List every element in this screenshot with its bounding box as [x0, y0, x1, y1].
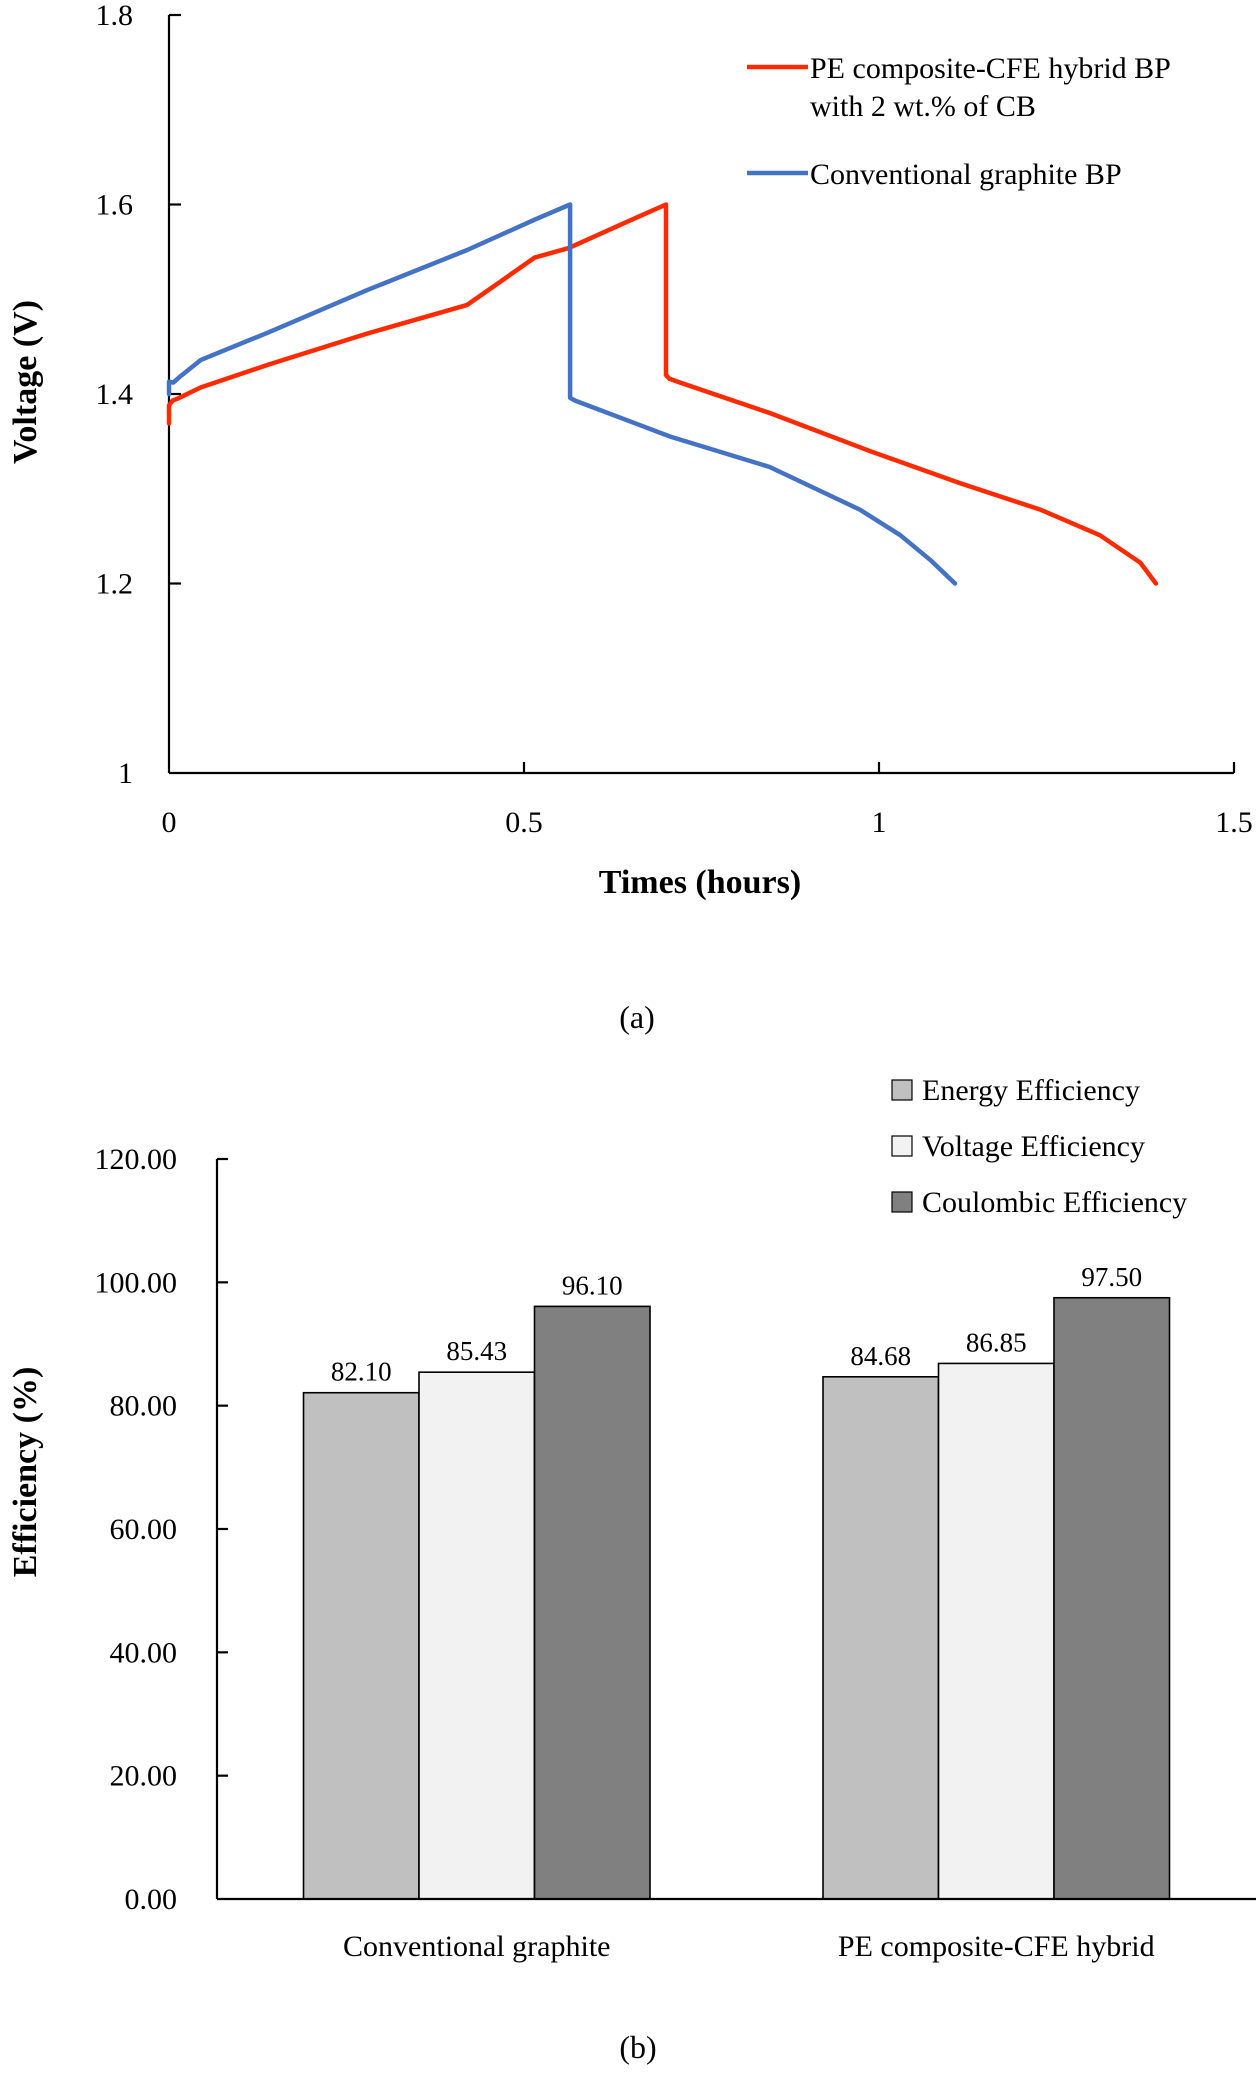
y-tick-label: 80.00 — [110, 1390, 178, 1423]
y-tick-label: 1.2 — [96, 568, 134, 601]
bar-voltage-graphite — [418, 1371, 536, 1900]
legend-swatch-energy — [891, 1079, 913, 1101]
legend-item-energy: Energy Efficiency — [891, 1074, 1140, 1107]
category-label: PE composite-CFE hybrid — [838, 1930, 1155, 1963]
y-tick-label: 60.00 — [110, 1513, 178, 1546]
y-tick-label: 1.6 — [96, 189, 134, 222]
bar-energy-graphite — [302, 1391, 420, 1900]
series-group — [166, 202, 1159, 586]
legend-swatch-coulombic — [891, 1191, 913, 1213]
x-axis-title: Times (hours) — [599, 864, 801, 901]
x-axis-ticks: 0 0.5 1 1.5 — [162, 762, 1253, 839]
voltage-chart: 1 1.2 1.4 1.6 1.8 0 0.5 1 1.5 Voltage (V) Times… — [7, 0, 1253, 1035]
x-tick-label: 1 — [872, 806, 887, 839]
y-axis-ticks: 1 1.2 1.4 1.6 1.8 — [96, 0, 181, 790]
bar-value-labels: 82.10 85.43 96.10 84.68 86.85 97.50 — [331, 1262, 1142, 1387]
bar-coulombic-graphite — [533, 1305, 651, 1900]
series-line-hybrid — [166, 202, 1159, 586]
y-axis-title: Efficiency (%) — [7, 1367, 44, 1578]
legend-item-graphite: Conventional graphite BP — [747, 158, 1122, 191]
y-tick-label: 1 — [118, 757, 133, 790]
efficiency-chart: 0.00 20.00 40.00 60.00 80.00 100.00 120.00 82.… — [7, 1074, 1256, 2065]
y-axis-title: Voltage (V) — [7, 300, 44, 464]
x-tick-label: 0.5 — [505, 806, 543, 839]
y-tick-label: 40.00 — [110, 1636, 178, 1669]
bars-group — [302, 1296, 1171, 1900]
legend: Energy Efficiency Voltage Efficiency Coulo… — [891, 1074, 1187, 1219]
bar-coulombic-hybrid — [1053, 1296, 1171, 1900]
category-label: Conventional graphite — [343, 1930, 610, 1963]
y-tick-label: 0.00 — [125, 1883, 178, 1916]
bar-value-label: 84.68 — [850, 1341, 911, 1371]
category-labels: Conventional graphite PE composite-CFE hy… — [343, 1930, 1155, 1963]
x-tick-label: 0 — [162, 806, 177, 839]
series-line-graphite — [166, 202, 958, 586]
y-tick-label: 20.00 — [110, 1760, 178, 1793]
legend-swatch-voltage — [891, 1135, 913, 1157]
legend-label-coulombic: Coulombic Efficiency — [922, 1186, 1187, 1219]
bar-value-label: 97.50 — [1081, 1262, 1142, 1292]
panel-label-b: (b) — [619, 2029, 656, 2065]
y-axis-ticks: 0.00 20.00 40.00 60.00 80.00 100.00 120.00 — [95, 1143, 228, 1916]
x-tick-label: 1.5 — [1215, 806, 1253, 839]
bar-voltage-hybrid — [937, 1362, 1055, 1900]
bar-energy-hybrid — [822, 1376, 940, 1900]
bar-value-label: 96.10 — [562, 1270, 623, 1300]
y-tick-label: 120.00 — [95, 1143, 178, 1176]
bar-value-label: 82.10 — [331, 1357, 392, 1387]
legend-item-hybrid: PE composite-CFE hybrid BP with 2 wt.% o… — [747, 52, 1171, 123]
legend-label-graphite: Conventional graphite BP — [810, 158, 1122, 191]
legend-label-line-2: with 2 wt.% of CB — [810, 90, 1036, 123]
bar-value-label: 85.43 — [446, 1336, 507, 1366]
legend-label-voltage: Voltage Efficiency — [922, 1130, 1145, 1163]
y-tick-label: 1.8 — [96, 0, 134, 32]
legend: PE composite-CFE hybrid BP with 2 wt.% o… — [747, 52, 1171, 191]
bar-value-label: 86.85 — [966, 1327, 1027, 1357]
panel-label-a: (a) — [619, 999, 655, 1035]
legend-item-voltage: Voltage Efficiency — [891, 1130, 1145, 1163]
legend-item-coulombic: Coulombic Efficiency — [891, 1186, 1187, 1219]
legend-label-energy: Energy Efficiency — [922, 1074, 1140, 1107]
y-tick-label: 1.4 — [96, 378, 134, 411]
y-tick-label: 100.00 — [95, 1266, 178, 1299]
legend-label-line-1: PE composite-CFE hybrid BP — [810, 52, 1171, 85]
